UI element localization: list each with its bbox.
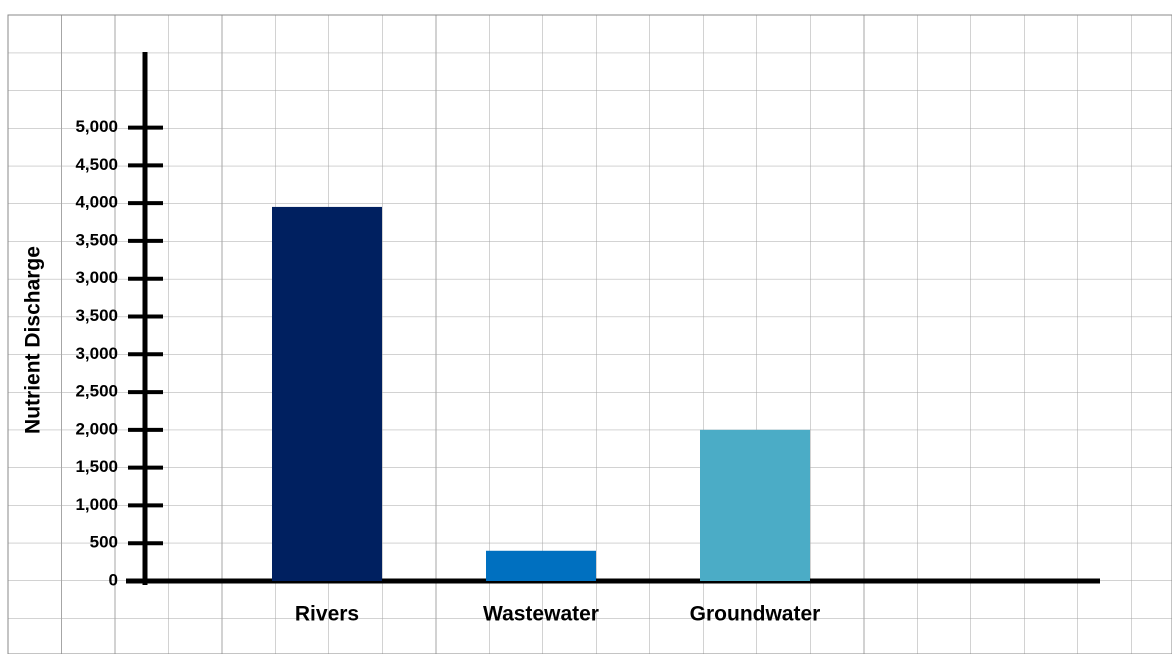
y-tick-label: 3,000	[75, 268, 118, 287]
y-tick-label: 2,500	[75, 382, 118, 401]
x-tick-label: Groundwater	[690, 603, 821, 626]
x-tick-label: Wastewater	[483, 603, 599, 626]
y-axis-label: Nutrient Discharge	[22, 246, 45, 434]
y-tick-label: 2,000	[75, 419, 118, 438]
bar	[272, 206, 382, 581]
bar	[700, 429, 810, 581]
y-tick-label: 1,000	[75, 495, 118, 514]
bar	[486, 550, 596, 581]
x-tick-label: Rivers	[295, 603, 359, 626]
grid-background	[7, 14, 1172, 654]
y-tick-label: 3,500	[75, 230, 118, 249]
y-tick-label: 1,500	[75, 457, 118, 476]
y-tick-label: 5,000	[75, 117, 118, 136]
y-tick-label: 3,500	[75, 306, 118, 325]
y-tick-label: 500	[90, 533, 118, 552]
y-tick-label: 4,000	[75, 193, 118, 212]
y-tick-label: 4,500	[75, 155, 118, 174]
y-tick-label: 0	[109, 570, 118, 589]
y-tick-label: 3,000	[75, 344, 118, 363]
